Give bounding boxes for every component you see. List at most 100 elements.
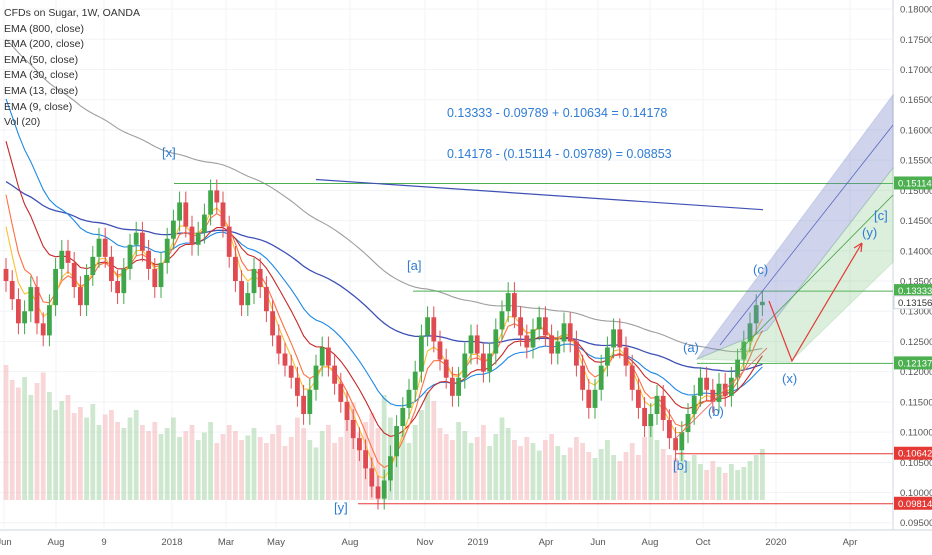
volume-bar <box>580 443 585 500</box>
volume-bar <box>332 443 337 500</box>
candle-body <box>9 281 15 300</box>
volume-bar <box>431 401 437 500</box>
volume-bar <box>375 428 381 500</box>
y-tick-label: 0.16500 <box>900 95 932 106</box>
symbol-title[interactable]: CFDs on Sugar, 1W, OANDA <box>4 7 140 19</box>
channel-lower-band <box>696 166 894 363</box>
candle-body <box>598 365 604 390</box>
volume-bar <box>226 425 232 500</box>
x-tick-label: Jun <box>0 537 12 548</box>
x-tick-label: May <box>267 537 285 548</box>
candle-body <box>400 407 406 427</box>
candle-body <box>202 214 207 233</box>
volume-bar <box>468 443 474 500</box>
candle-body <box>716 383 722 402</box>
trend-line-b-to-x <box>675 347 768 439</box>
indicator-ema50[interactable]: EMA (50, close) <box>4 53 79 66</box>
candle-body <box>524 335 530 348</box>
indicator-ema9[interactable]: EMA (9, close) <box>4 100 73 113</box>
indicator-volume[interactable]: Vol (20) <box>4 116 41 129</box>
candle-body <box>363 450 368 469</box>
candle-body <box>78 287 83 306</box>
wave-label: [x] <box>162 145 176 160</box>
volume-bar <box>741 467 747 500</box>
y-tick-label: 0.17500 <box>900 35 932 46</box>
price-label-text: 0.13333 <box>898 286 932 297</box>
channel-upper-band <box>695 93 894 361</box>
candle-body <box>171 220 176 239</box>
volume-bar <box>400 431 406 500</box>
channel-mid-line <box>719 124 894 346</box>
volume-bar <box>419 410 424 500</box>
candle-body <box>685 413 691 433</box>
candle-body <box>28 287 34 312</box>
formula-line-2: 0.14178 - (0.15114 - 0.09789) = 0.08853 <box>447 147 672 161</box>
volume-bar <box>412 425 418 500</box>
y-tick-label: 0.16000 <box>900 125 932 136</box>
wave-label: (c) <box>753 262 768 277</box>
x-tick-label: Jun <box>590 537 605 548</box>
volume-bar <box>319 431 325 500</box>
volume-bar <box>220 434 226 500</box>
volume-bar <box>208 422 213 500</box>
candle-body <box>53 268 58 306</box>
candle-body <box>642 407 647 427</box>
y-tick-label: 0.12500 <box>900 337 932 348</box>
candle-body <box>456 377 461 396</box>
volume-bar <box>425 392 430 500</box>
indicator-ema800[interactable]: EMA (800, close) <box>4 22 84 35</box>
volume-bar <box>233 431 238 500</box>
y-tick-label: 0.15500 <box>900 156 932 167</box>
candle-body <box>338 383 344 402</box>
candle-body <box>307 389 313 414</box>
volume-bar <box>704 470 709 500</box>
volume-bar <box>549 434 554 500</box>
candle-body <box>474 335 480 354</box>
volume-bar <box>53 410 58 500</box>
indicator-ema30[interactable]: EMA (30, close) <box>4 69 79 82</box>
volume-bar <box>710 461 716 500</box>
volume-bar <box>146 431 151 500</box>
candle-body <box>753 305 759 324</box>
candle-body <box>59 250 65 269</box>
volume-bar <box>561 455 567 500</box>
candle-body <box>270 311 275 336</box>
volume-bar <box>313 447 319 500</box>
volume-bar <box>629 443 635 500</box>
candle-body <box>673 438 678 451</box>
indicator-ema13[interactable]: EMA (13, close) <box>4 84 79 97</box>
volume-bar <box>611 455 616 500</box>
volume-bar <box>282 446 288 500</box>
volume-bar <box>673 458 678 500</box>
candle-body <box>350 420 356 439</box>
candle-body <box>208 190 213 215</box>
volume-bar <box>493 434 499 500</box>
x-tick-label: Apr <box>539 537 554 548</box>
candle-body <box>394 426 399 457</box>
volume-bar <box>22 377 27 500</box>
candle-body <box>412 371 418 390</box>
candle-body <box>332 365 337 384</box>
projection-arrow-path <box>768 242 863 363</box>
candle-body <box>512 293 517 318</box>
x-tick-label: 2019 <box>467 537 488 548</box>
volume-bar <box>239 440 244 500</box>
volume-bar <box>512 440 517 500</box>
volume-bar <box>47 392 52 500</box>
volume-bar <box>729 464 734 500</box>
volume-bar <box>59 401 65 500</box>
candle-body <box>301 395 306 414</box>
volume-bar <box>338 437 344 500</box>
y-tick-label: 0.09500 <box>900 518 932 529</box>
volume-bar <box>487 446 492 500</box>
volume-bar <box>499 417 505 500</box>
indicator-ema200[interactable]: EMA (200, close) <box>4 38 84 51</box>
volume-bar <box>307 440 313 500</box>
candle-body <box>760 301 765 306</box>
candle-body <box>679 432 685 451</box>
volume-bar <box>65 395 71 500</box>
volume-bar <box>735 470 740 500</box>
candle-body <box>84 274 89 306</box>
